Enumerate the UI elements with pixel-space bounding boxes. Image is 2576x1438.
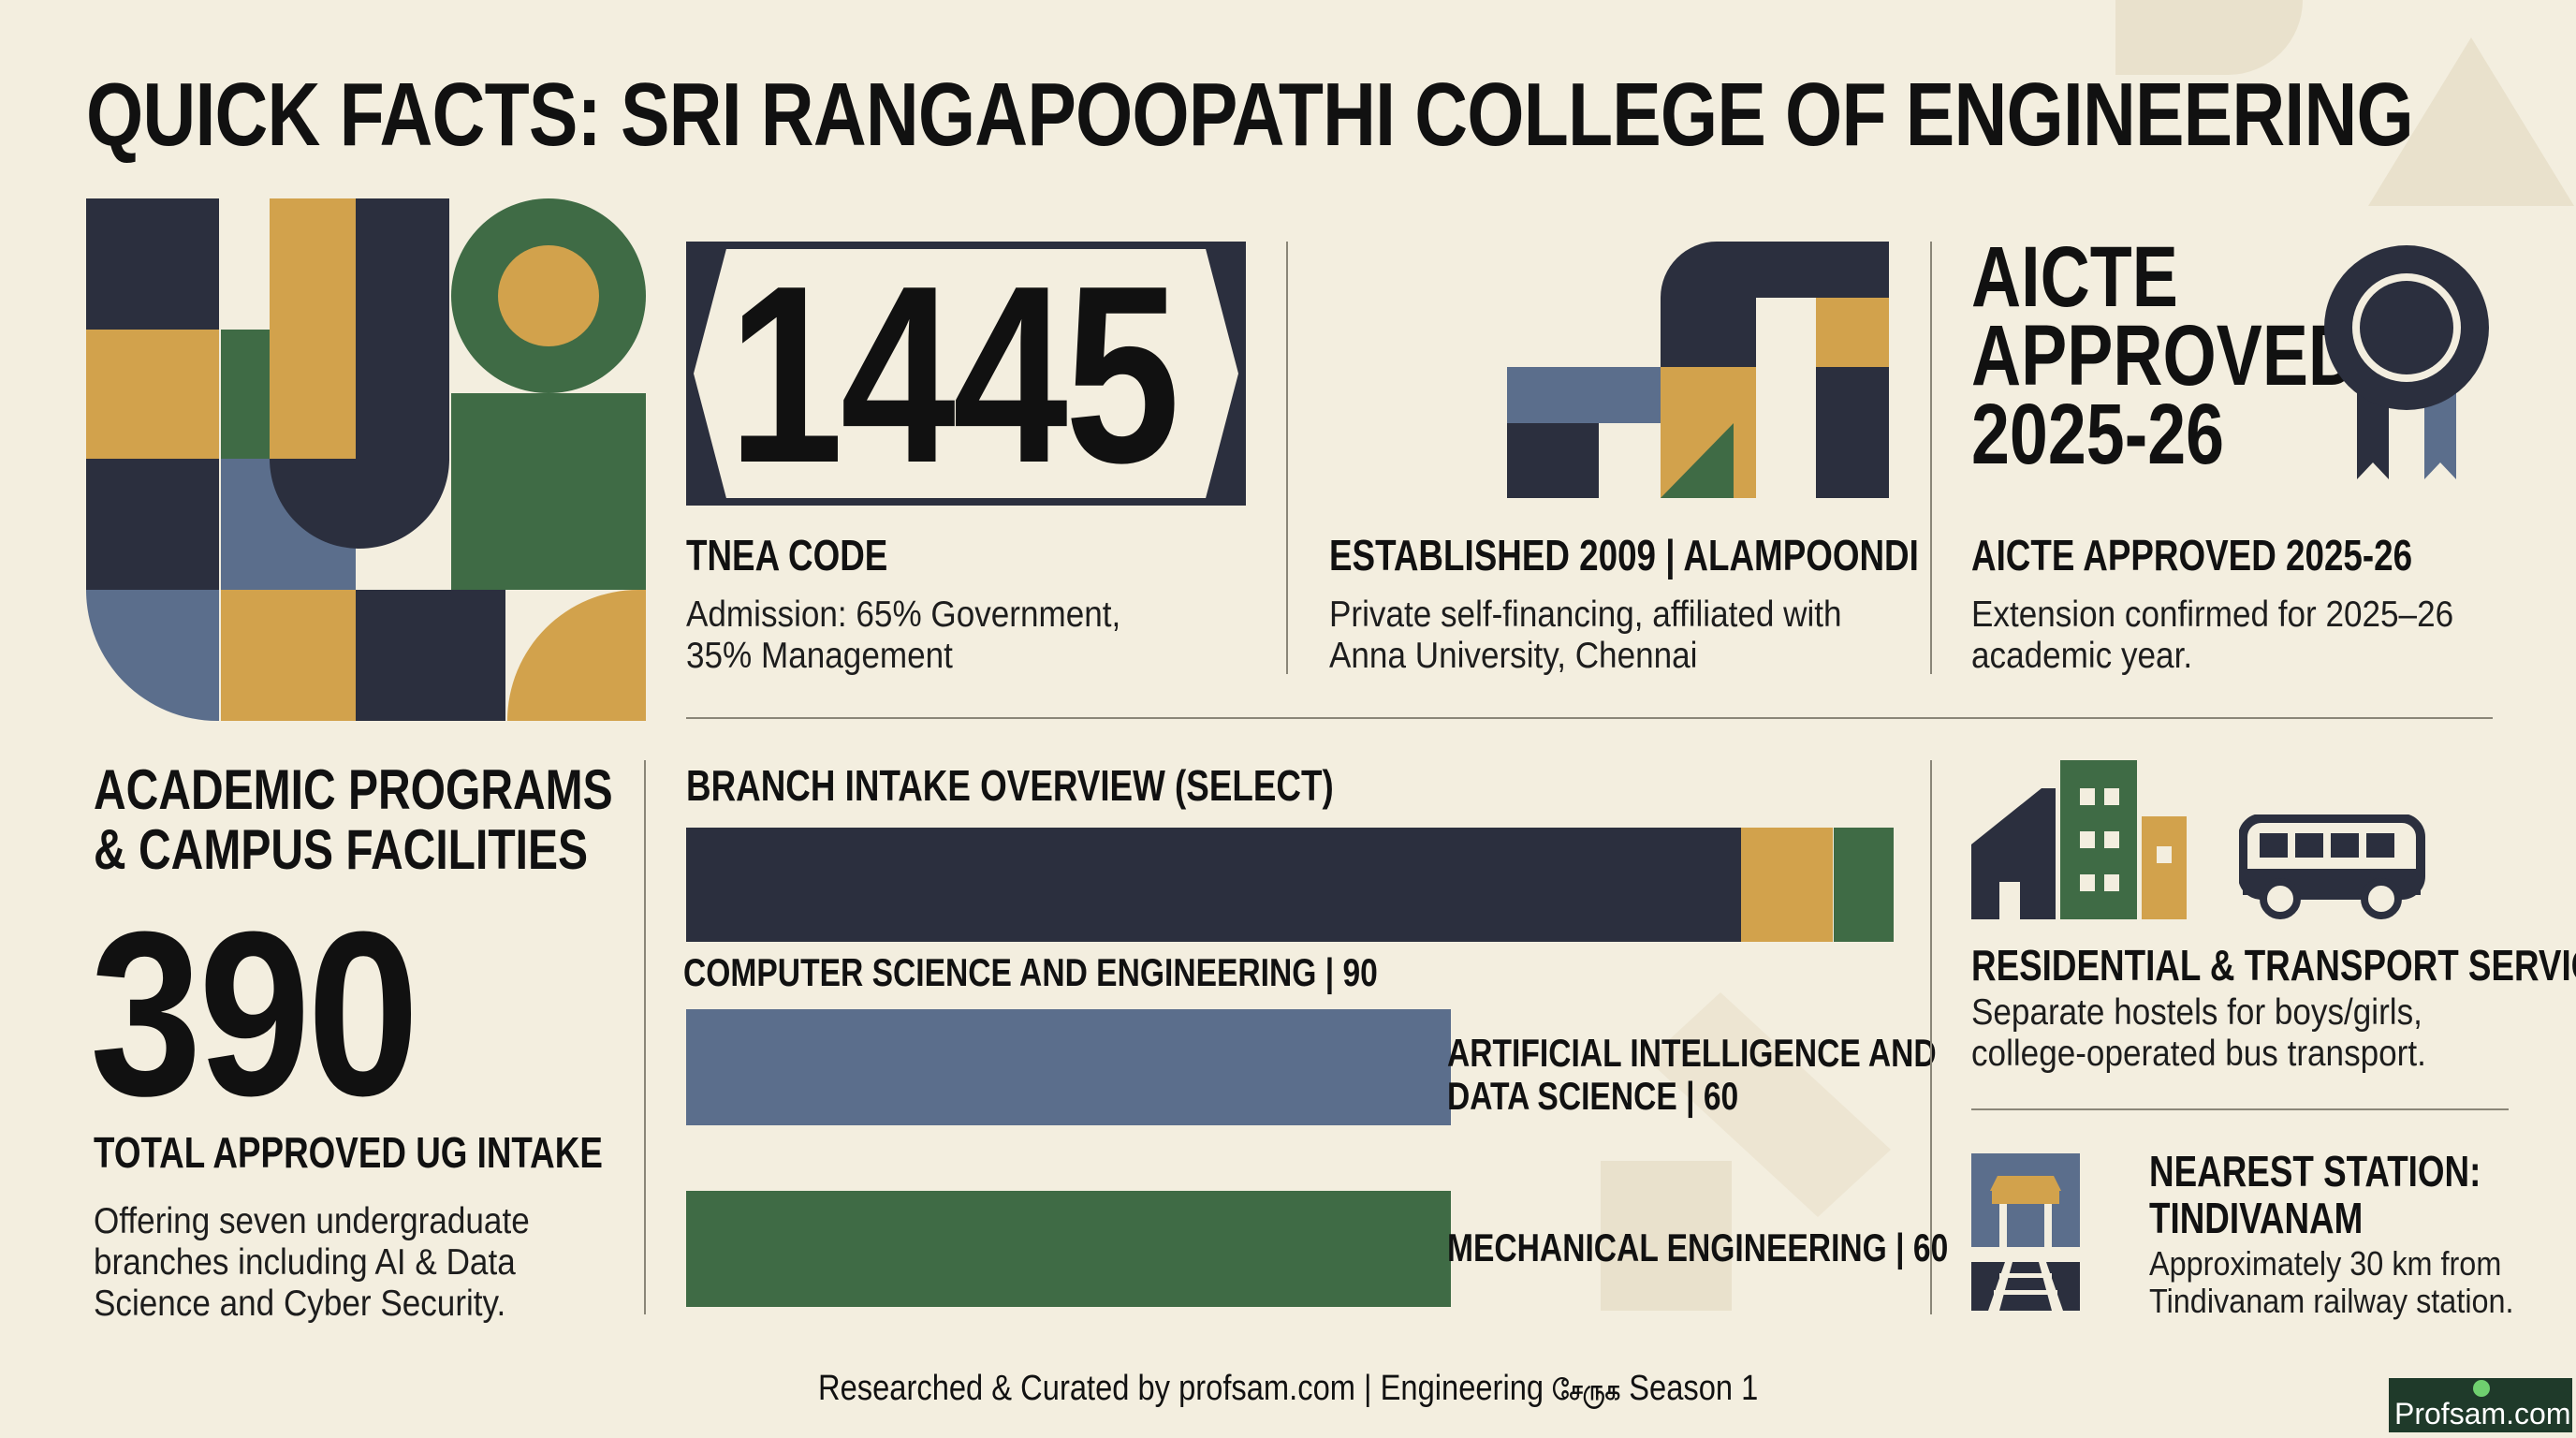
total-intake-label: TOTAL APPROVED UG INTAKE <box>94 1128 603 1177</box>
bar-mechanical <box>686 1191 1451 1307</box>
station-heading: NEAREST STATION: TINDIVANAM <box>2149 1147 2481 1242</box>
footer-credit: Researched & Curated by profsam.com | En… <box>818 1369 1759 1408</box>
footer-tamil-text: சேருக <box>1552 1374 1621 1407</box>
page-title: QUICK FACTS: SRI RANGAPOOPATHI COLLEGE O… <box>86 65 2414 165</box>
bar-accent-green <box>1833 828 1894 942</box>
tnea-code-box <box>686 242 1246 506</box>
programs-line-1: Offering seven undergraduate <box>94 1201 530 1241</box>
logo-mark-icon <box>2473 1380 2490 1397</box>
bar-accent-gold <box>1741 828 1834 942</box>
tnea-line-2: 35% Management <box>686 636 953 676</box>
divider <box>644 760 646 1314</box>
bar-label-mechanical: MECHANICAL ENGINEERING | 60 <box>1447 1225 1949 1269</box>
aicte-badge-text: AICTE APPROVED 2025-26 <box>1971 229 2359 482</box>
programs-line-3: Science and Cyber Security. <box>94 1284 506 1324</box>
aicte-line-1: Extension confirmed for 2025–26 <box>1971 594 2454 635</box>
rosette-badge-icon <box>2321 245 2492 481</box>
total-intake-value: 390 <box>90 883 419 1144</box>
aicte-line-2: academic year. <box>1971 636 2193 676</box>
programs-heading: ACADEMIC PROGRAMS & CAMPUS FACILITIES <box>94 758 613 881</box>
background-decoration <box>1601 1161 1732 1311</box>
established-line-2: Anna University, Chennai <box>1329 636 1698 676</box>
station-line-2: Tindivanam railway station. <box>2149 1282 2514 1320</box>
bus-icon <box>2238 814 2426 919</box>
buildings-icon <box>1971 760 2187 919</box>
residential-line-2: college-operated bus transport. <box>1971 1034 2426 1074</box>
divider <box>1930 760 1932 1314</box>
established-heading: ESTABLISHED 2009 | ALAMPOONDI <box>1329 531 1919 580</box>
residential-line-1: Separate hostels for boys/girls, <box>1971 992 2422 1033</box>
bar-label-ai-data-science-line-2: DATA SCIENCE | 60 <box>1447 1074 1739 1118</box>
tnea-code-value: 1445 <box>728 234 1180 516</box>
established-line-1: Private self-financing, affiliated with <box>1329 594 1842 635</box>
chart-title: BRANCH INTAKE OVERVIEW (SELECT) <box>686 761 1334 810</box>
divider <box>1971 1108 2509 1110</box>
bar-ai-data-science <box>686 1009 1451 1125</box>
bar-computer-science <box>686 828 1742 942</box>
aicte-heading: AICTE APPROVED 2025-26 <box>1971 531 2413 580</box>
railway-station-icon <box>1971 1153 2080 1311</box>
station-line-1: Approximately 30 km from <box>2149 1244 2502 1283</box>
residential-heading: RESIDENTIAL & TRANSPORT SERVICES <box>1971 941 2576 990</box>
bar-label-ai-data-science-line-1: ARTIFICIAL INTELLIGENCE AND <box>1447 1031 1937 1075</box>
programs-line-2: branches including AI & Data <box>94 1242 516 1283</box>
divider <box>1286 242 1288 674</box>
profsam-logo: Profsam.com <box>2389 1378 2572 1432</box>
tnea-line-1: Admission: 65% Government, <box>686 594 1121 635</box>
divider <box>1930 242 1932 674</box>
divider <box>686 717 2493 719</box>
tnea-heading: TNEA CODE <box>686 531 888 580</box>
bar-label-computer-science: COMPUTER SCIENCE AND ENGINEERING | 90 <box>683 950 1378 994</box>
